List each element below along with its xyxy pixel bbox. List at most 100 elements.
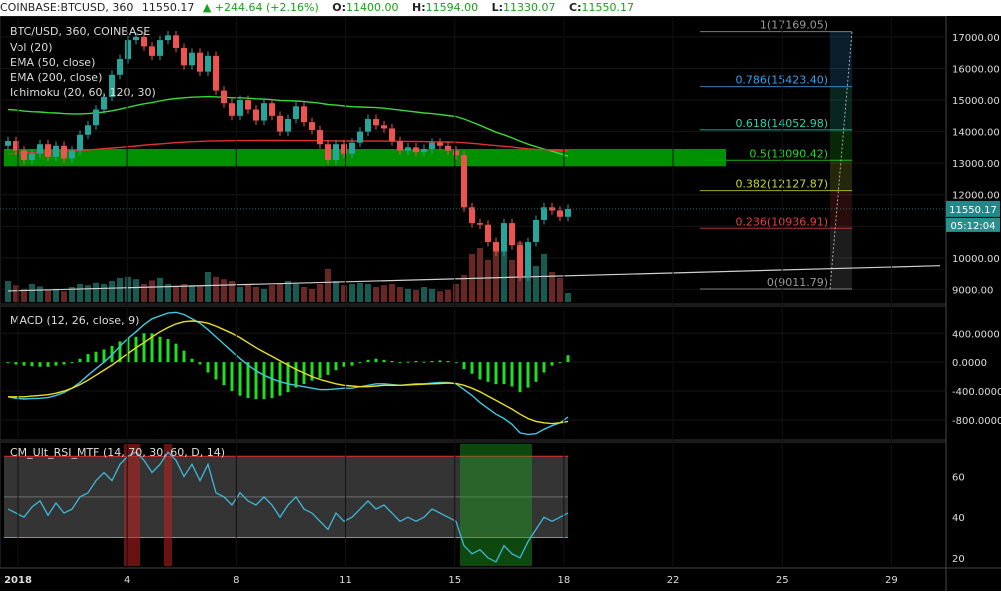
- volume-bar: [333, 281, 339, 302]
- macd-histogram-bar: [222, 362, 226, 386]
- volume-bar: [157, 278, 163, 302]
- macd-histogram-bar: [486, 362, 490, 382]
- macd-histogram-bar: [86, 354, 90, 363]
- fib-band: [830, 129, 852, 161]
- macd-histogram-bar: [6, 362, 10, 364]
- volume-bar: [141, 284, 147, 302]
- rsi-tick-label: 20: [952, 554, 965, 565]
- macd-histogram-bar: [438, 360, 442, 363]
- macd-histogram-bar: [238, 362, 242, 396]
- volume-bar: [373, 287, 379, 302]
- fib-level-label: 0.236(10936.91): [735, 215, 828, 228]
- candle-body: [133, 36, 139, 41]
- price-tick-label: 14000.00: [952, 128, 1000, 139]
- chart-area[interactable]: 1(17169.05) 0.786(15423.40) 0.618(14052.98…: [0, 15, 1001, 591]
- rsi-line: [7, 451, 569, 563]
- volume-bar: [341, 285, 347, 302]
- macd-histogram-bar: [214, 362, 218, 380]
- volume-bar: [509, 260, 515, 302]
- macd-histogram-bar: [190, 358, 194, 363]
- volume-bar: [77, 284, 83, 302]
- macd-histogram-bar: [198, 362, 202, 365]
- volume-bar: [109, 281, 115, 302]
- macd-histogram-bar: [350, 362, 354, 366]
- fib-level-label: 0.786(15423.40): [735, 74, 828, 87]
- candle-body: [381, 125, 387, 129]
- fib-band: [830, 160, 852, 191]
- candle-body: [53, 145, 59, 157]
- volume-bar: [317, 284, 323, 302]
- fib-level-label: 1(17169.05): [760, 19, 828, 32]
- time-tick-label: 18: [558, 575, 571, 586]
- legend-ema200: EMA (200, close): [10, 71, 102, 84]
- macd-tick-label: -800.0000: [952, 416, 1001, 427]
- candle-body: [85, 125, 91, 135]
- rsi-oversold-highlight: [500, 444, 508, 566]
- macd-line: [7, 311, 569, 436]
- low-value: L:11330.07: [491, 1, 556, 14]
- candle-body: [485, 224, 491, 243]
- candle-body: [325, 144, 331, 160]
- symbol-label: COINBASE:BTCUSD, 360: [0, 1, 134, 14]
- candle-body: [173, 35, 179, 48]
- price-tick-label: 12000.00: [952, 191, 1000, 202]
- symbol-header: COINBASE:BTCUSD, 360 11550.17 ▲ +244.64 …: [0, 0, 1001, 16]
- volume-bar: [397, 287, 403, 302]
- candle-body: [37, 144, 43, 154]
- candle-body: [461, 155, 467, 208]
- macd-histogram-bar: [46, 362, 50, 367]
- rsi-oversold-highlight: [460, 444, 468, 566]
- time-tick-label: 22: [667, 575, 680, 586]
- macd-histogram-bar: [366, 359, 370, 363]
- candle-body: [525, 242, 531, 277]
- price-tick-label: 16000.00: [952, 64, 1000, 75]
- candle-body: [285, 118, 291, 132]
- candle-body: [533, 219, 539, 243]
- last-price-tag: [946, 200, 1000, 217]
- macd-histogram-bar: [158, 336, 162, 363]
- candle-body: [565, 208, 571, 217]
- volume-bar: [445, 290, 451, 302]
- volume-bar: [453, 284, 459, 302]
- open-value: O:11400.00: [332, 1, 399, 14]
- macd-histogram-bar: [470, 362, 474, 374]
- macd-histogram-bar: [118, 341, 122, 363]
- volume-bar: [117, 278, 123, 302]
- volume-bar: [181, 284, 187, 302]
- macd-histogram-bar: [550, 362, 554, 366]
- last-price-tag-label: 11550.17: [949, 205, 997, 216]
- volume-bar: [149, 280, 155, 302]
- candle-body: [429, 142, 435, 149]
- macd-histogram-bar: [502, 362, 506, 385]
- candle-body: [277, 115, 283, 132]
- macd-tick-label: 400.0000: [952, 329, 1000, 340]
- candle-body: [493, 242, 499, 252]
- volume-bar: [277, 284, 283, 302]
- fib-trend-line: [829, 31, 853, 290]
- volume-bar: [85, 285, 91, 302]
- volume-bar: [285, 281, 291, 302]
- macd-histogram-bar: [262, 362, 266, 400]
- time-tick-label: 15: [448, 575, 461, 586]
- price-tick-label: 13000.00: [952, 159, 1000, 170]
- macd-histogram-bar: [150, 333, 154, 363]
- chart-svg[interactable]: 1(17169.05) 0.786(15423.40) 0.618(14052.98…: [0, 15, 1001, 591]
- macd-histogram-bar: [534, 362, 538, 382]
- macd-histogram-bar: [134, 336, 138, 363]
- rsi-title: CM_Ult_RSI_MTF (14, 70, 30, 60, D, 14): [10, 446, 225, 459]
- candle-body: [293, 106, 299, 119]
- volume-bar: [69, 287, 75, 302]
- candle-body: [437, 142, 443, 146]
- price-legend: BTC/USD, 360, COINBASE Vol (20) EMA (50,…: [10, 25, 156, 99]
- time-tick-label: 29: [885, 575, 898, 586]
- volume-bar: [61, 291, 67, 302]
- time-tick-label: 4: [124, 575, 130, 586]
- time-tick-label: 11: [339, 575, 352, 586]
- macd-histogram-bar: [494, 362, 498, 385]
- volume-bar: [365, 284, 371, 302]
- volume-bar: [405, 288, 411, 302]
- macd-histogram-bar: [542, 362, 546, 373]
- volume-bar: [189, 285, 195, 302]
- candle-body: [333, 144, 339, 160]
- rsi-tick-label: 60: [952, 473, 965, 484]
